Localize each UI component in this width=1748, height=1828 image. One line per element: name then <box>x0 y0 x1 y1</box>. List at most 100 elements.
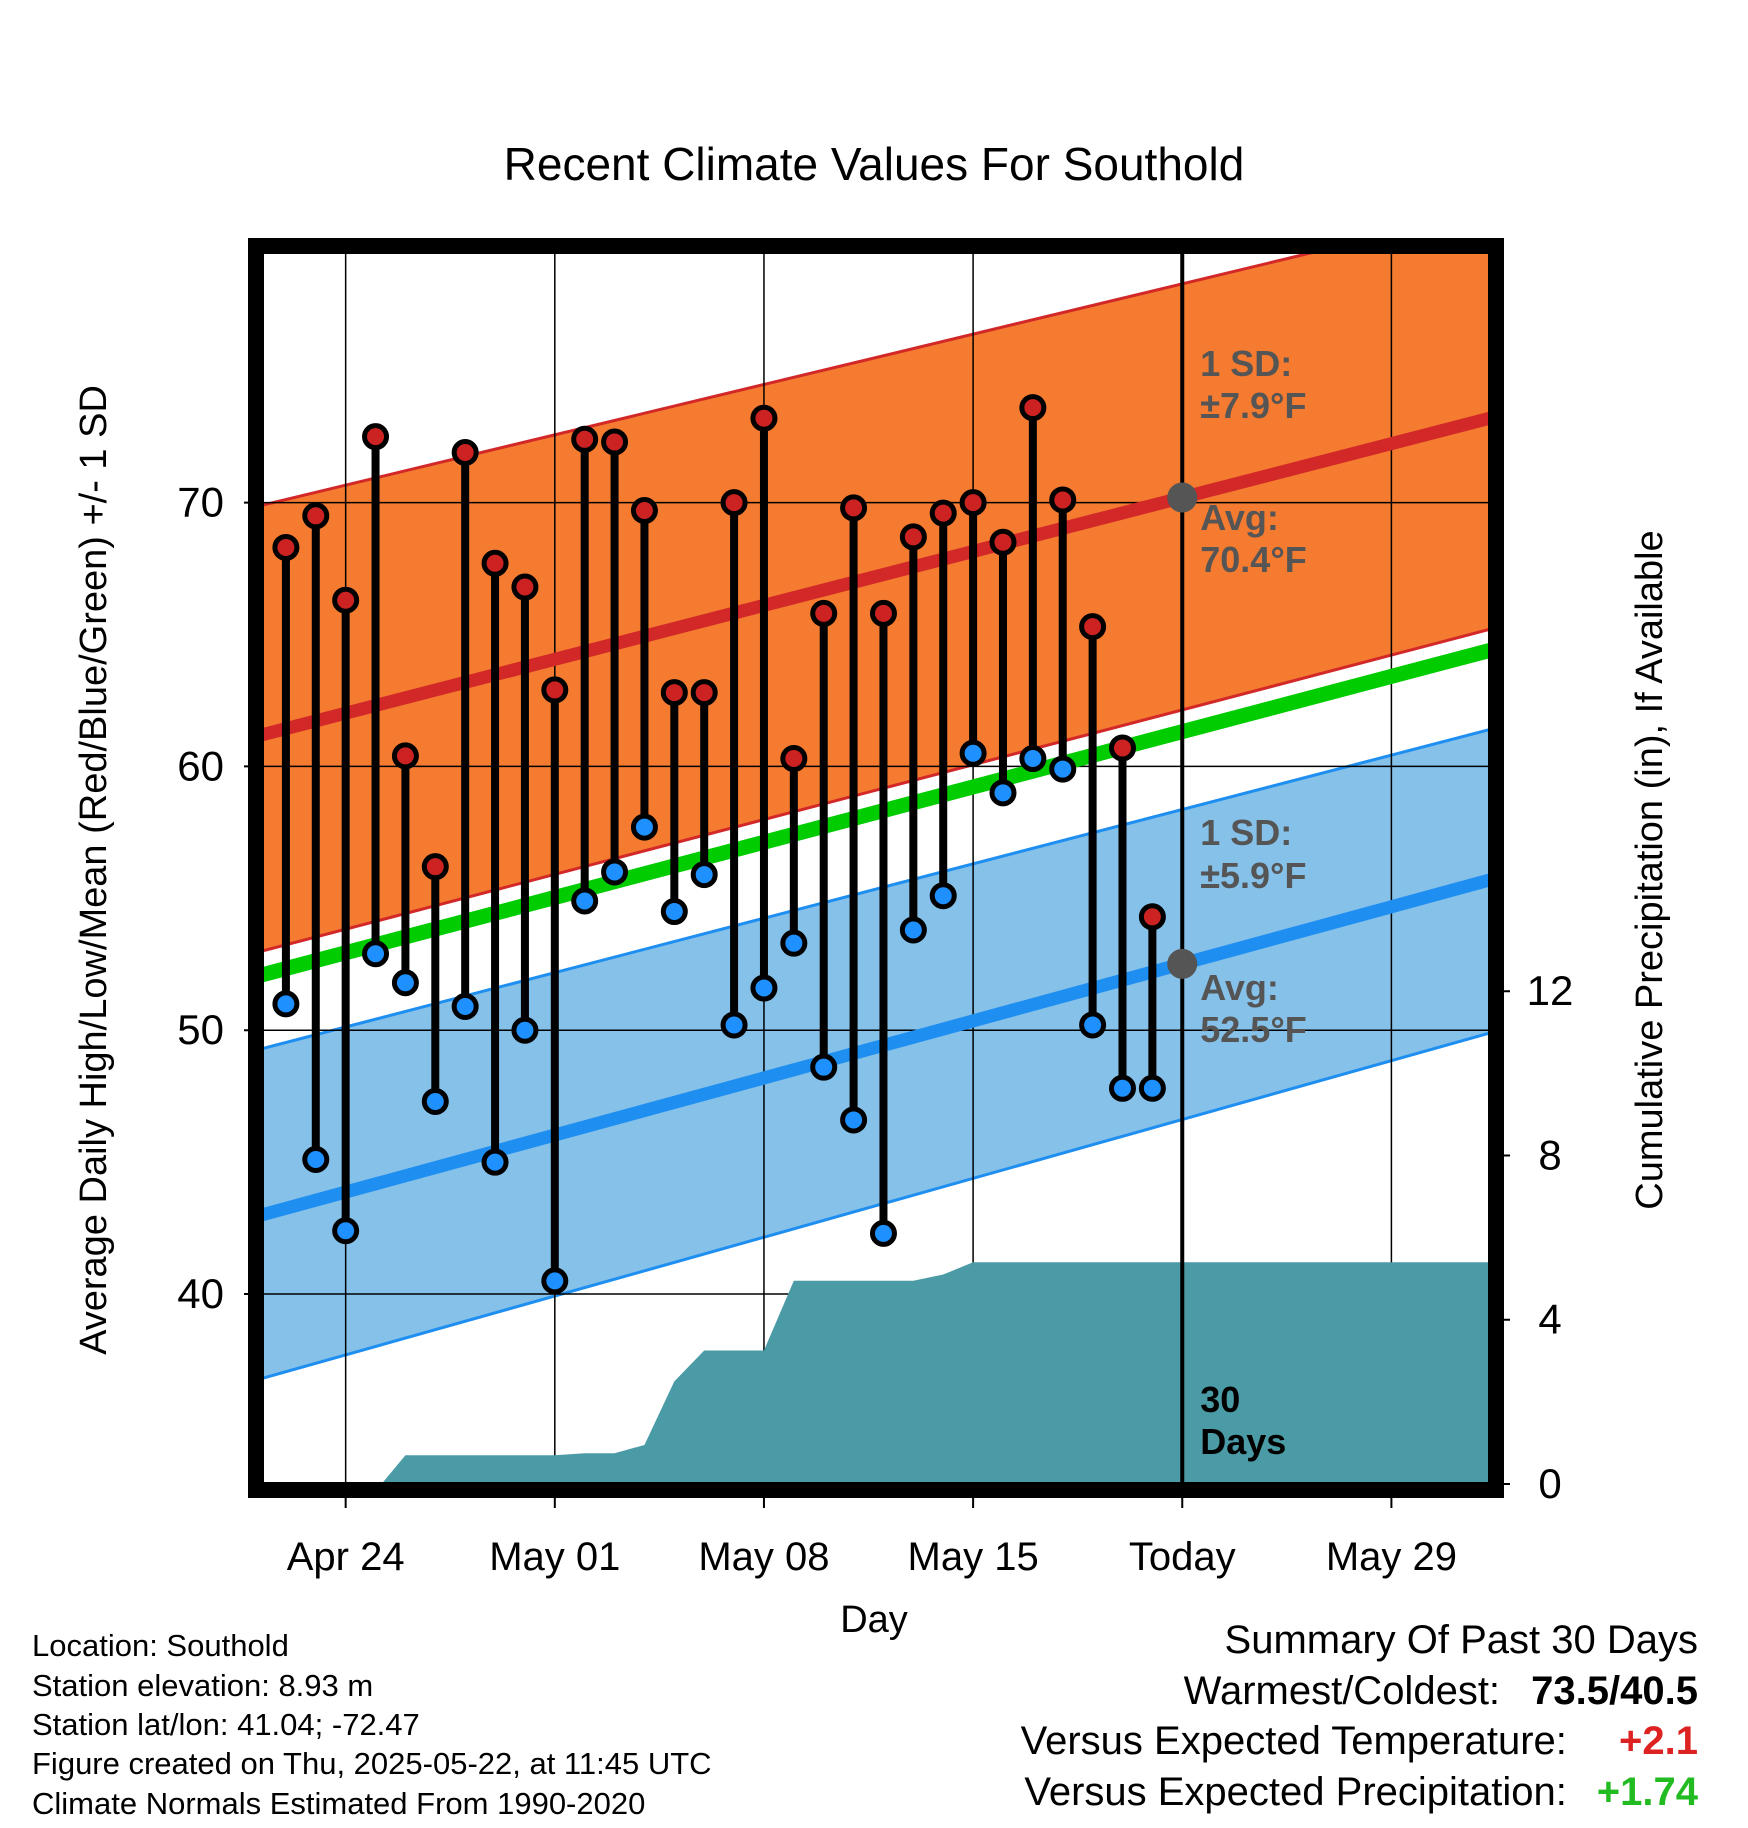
daily-high-marker <box>332 586 360 614</box>
daily-high-marker <box>571 425 599 453</box>
today-high-normal-marker <box>1167 482 1198 513</box>
daily-low-marker <box>1079 1011 1107 1039</box>
daily-low-marker <box>272 990 300 1018</box>
daily-low-marker <box>302 1146 330 1174</box>
daily-high-marker <box>989 528 1017 556</box>
daily-low-marker <box>1049 755 1077 783</box>
daily-high-marker <box>272 533 300 561</box>
y-left-tick-label: 60 <box>177 742 224 789</box>
daily-high-marker <box>959 489 987 517</box>
daily-low-marker <box>780 929 808 957</box>
info-normals: Climate Normals Estimated From 1990-2020 <box>32 1786 646 1821</box>
daily-high-marker <box>899 523 927 551</box>
daily-low-marker <box>959 739 987 767</box>
x-tick-label: May 15 <box>908 1535 1039 1579</box>
daily-low-marker <box>601 858 629 886</box>
y-left-tick-label: 40 <box>177 1270 224 1317</box>
x-tick-label: Today <box>1129 1535 1236 1579</box>
chart-title: Recent Climate Values For Southold <box>504 138 1245 190</box>
daily-high-marker <box>1019 394 1047 422</box>
daily-high-marker <box>601 428 629 456</box>
x-tick-label: May 29 <box>1326 1535 1457 1579</box>
daily-low-marker <box>511 1016 539 1044</box>
daily-low-marker <box>840 1106 868 1134</box>
summary-temp-label: Versus Expected Temperature: <box>1020 1719 1567 1763</box>
summary-precip-label: Versus Expected Precipitation: <box>1024 1770 1567 1814</box>
daily-high-marker <box>421 853 449 881</box>
daily-high-marker <box>1079 613 1107 641</box>
daily-low-marker <box>481 1148 509 1176</box>
daily-low-marker <box>362 940 390 968</box>
low-normal-line <box>262 873 1490 1222</box>
daily-low-marker <box>541 1267 569 1295</box>
daily-low-marker <box>421 1087 449 1115</box>
y-axis-label-left: Average Daily High/Low/Mean (Red/Blue/Gr… <box>73 385 115 1355</box>
daily-low-marker <box>451 993 479 1021</box>
low-sd-label: 1 SD: <box>1200 812 1292 853</box>
low-avg-label: Avg: <box>1200 967 1279 1008</box>
daily-low-marker <box>869 1219 897 1247</box>
daily-high-marker <box>720 489 748 517</box>
summary-temp-value: +2.1 <box>1619 1719 1698 1763</box>
info-latlon: Station lat/lon: 41.04; -72.47 <box>32 1707 420 1742</box>
daily-low-marker <box>571 887 599 915</box>
summary-warm-cold: Warmest/Coldest: 73.5/40.5 <box>1184 1669 1698 1714</box>
daily-high-marker <box>391 742 419 770</box>
summary-warm-cold-label: Warmest/Coldest: <box>1183 1669 1501 1713</box>
daily-high-marker <box>1138 903 1166 931</box>
daily-low-marker <box>660 898 688 926</box>
x-tick-label: May 01 <box>489 1535 620 1579</box>
daily-low-marker <box>630 813 658 841</box>
daily-high-marker <box>302 502 330 530</box>
daily-low-marker <box>1108 1074 1136 1102</box>
daily-high-marker <box>451 438 479 466</box>
daily-high-marker <box>690 679 718 707</box>
daily-high-marker <box>810 599 838 627</box>
daily-high-marker <box>511 573 539 601</box>
daily-high-marker <box>1108 734 1136 762</box>
daily-high-marker <box>362 423 390 451</box>
info-elevation: Station elevation: 8.93 m <box>32 1668 374 1703</box>
high-avg-value: 70.4°F <box>1200 539 1306 580</box>
daily-low-marker <box>989 779 1017 807</box>
high-sd-label: 1 SD: <box>1200 343 1292 384</box>
info-created: Figure created on Thu, 2025-05-22, at 11… <box>32 1746 712 1781</box>
daily-low-marker <box>810 1053 838 1081</box>
y-left-tick-label: 70 <box>177 479 224 526</box>
summary-temp: Versus Expected Temperature: +2.1 <box>1021 1719 1698 1764</box>
low-sd-value: ±5.9°F <box>1200 855 1306 896</box>
daily-high-marker <box>840 494 868 522</box>
x-tick-label: Apr 24 <box>287 1535 405 1579</box>
high-avg-label: Avg: <box>1200 497 1279 538</box>
days-count: 30 <box>1200 1379 1240 1420</box>
days-label: Days <box>1200 1421 1286 1462</box>
daily-low-marker <box>899 916 927 944</box>
y-left-tick-label: 50 <box>177 1006 224 1053</box>
info-location: Location: Southold <box>32 1628 289 1663</box>
summary-precip: Versus Expected Precipitation: +1.74 <box>1024 1770 1698 1815</box>
daily-high-marker <box>630 497 658 525</box>
summary-precip-value: +1.74 <box>1596 1770 1698 1814</box>
low-sd-lower-edge <box>262 1031 1490 1380</box>
x-axis-label: Day <box>840 1599 908 1641</box>
daily-high-marker <box>481 549 509 577</box>
daily-high-marker <box>660 679 688 707</box>
plot-frame <box>248 238 1504 1498</box>
daily-high-marker <box>929 499 957 527</box>
summary-title: Summary Of Past 30 Days <box>1224 1618 1698 1662</box>
summary-warm-cold-value: 73.5/40.5 <box>1531 1669 1698 1713</box>
y-right-tick-label: 8 <box>1538 1131 1561 1178</box>
daily-high-marker <box>780 745 808 773</box>
low-avg-value: 52.5°F <box>1200 1009 1306 1050</box>
today-low-normal-marker <box>1167 948 1198 979</box>
daily-low-marker <box>720 1011 748 1039</box>
y-right-tick-label: 12 <box>1527 967 1574 1014</box>
daily-low-marker <box>1138 1074 1166 1102</box>
daily-low-marker <box>391 969 419 997</box>
y-right-tick-label: 4 <box>1538 1296 1561 1343</box>
high-sd-value: ±7.9°F <box>1200 385 1306 426</box>
daily-high-marker <box>1049 486 1077 514</box>
y-axis-label-right: Cumulative Precipitation (in), If Availa… <box>1629 530 1671 1209</box>
